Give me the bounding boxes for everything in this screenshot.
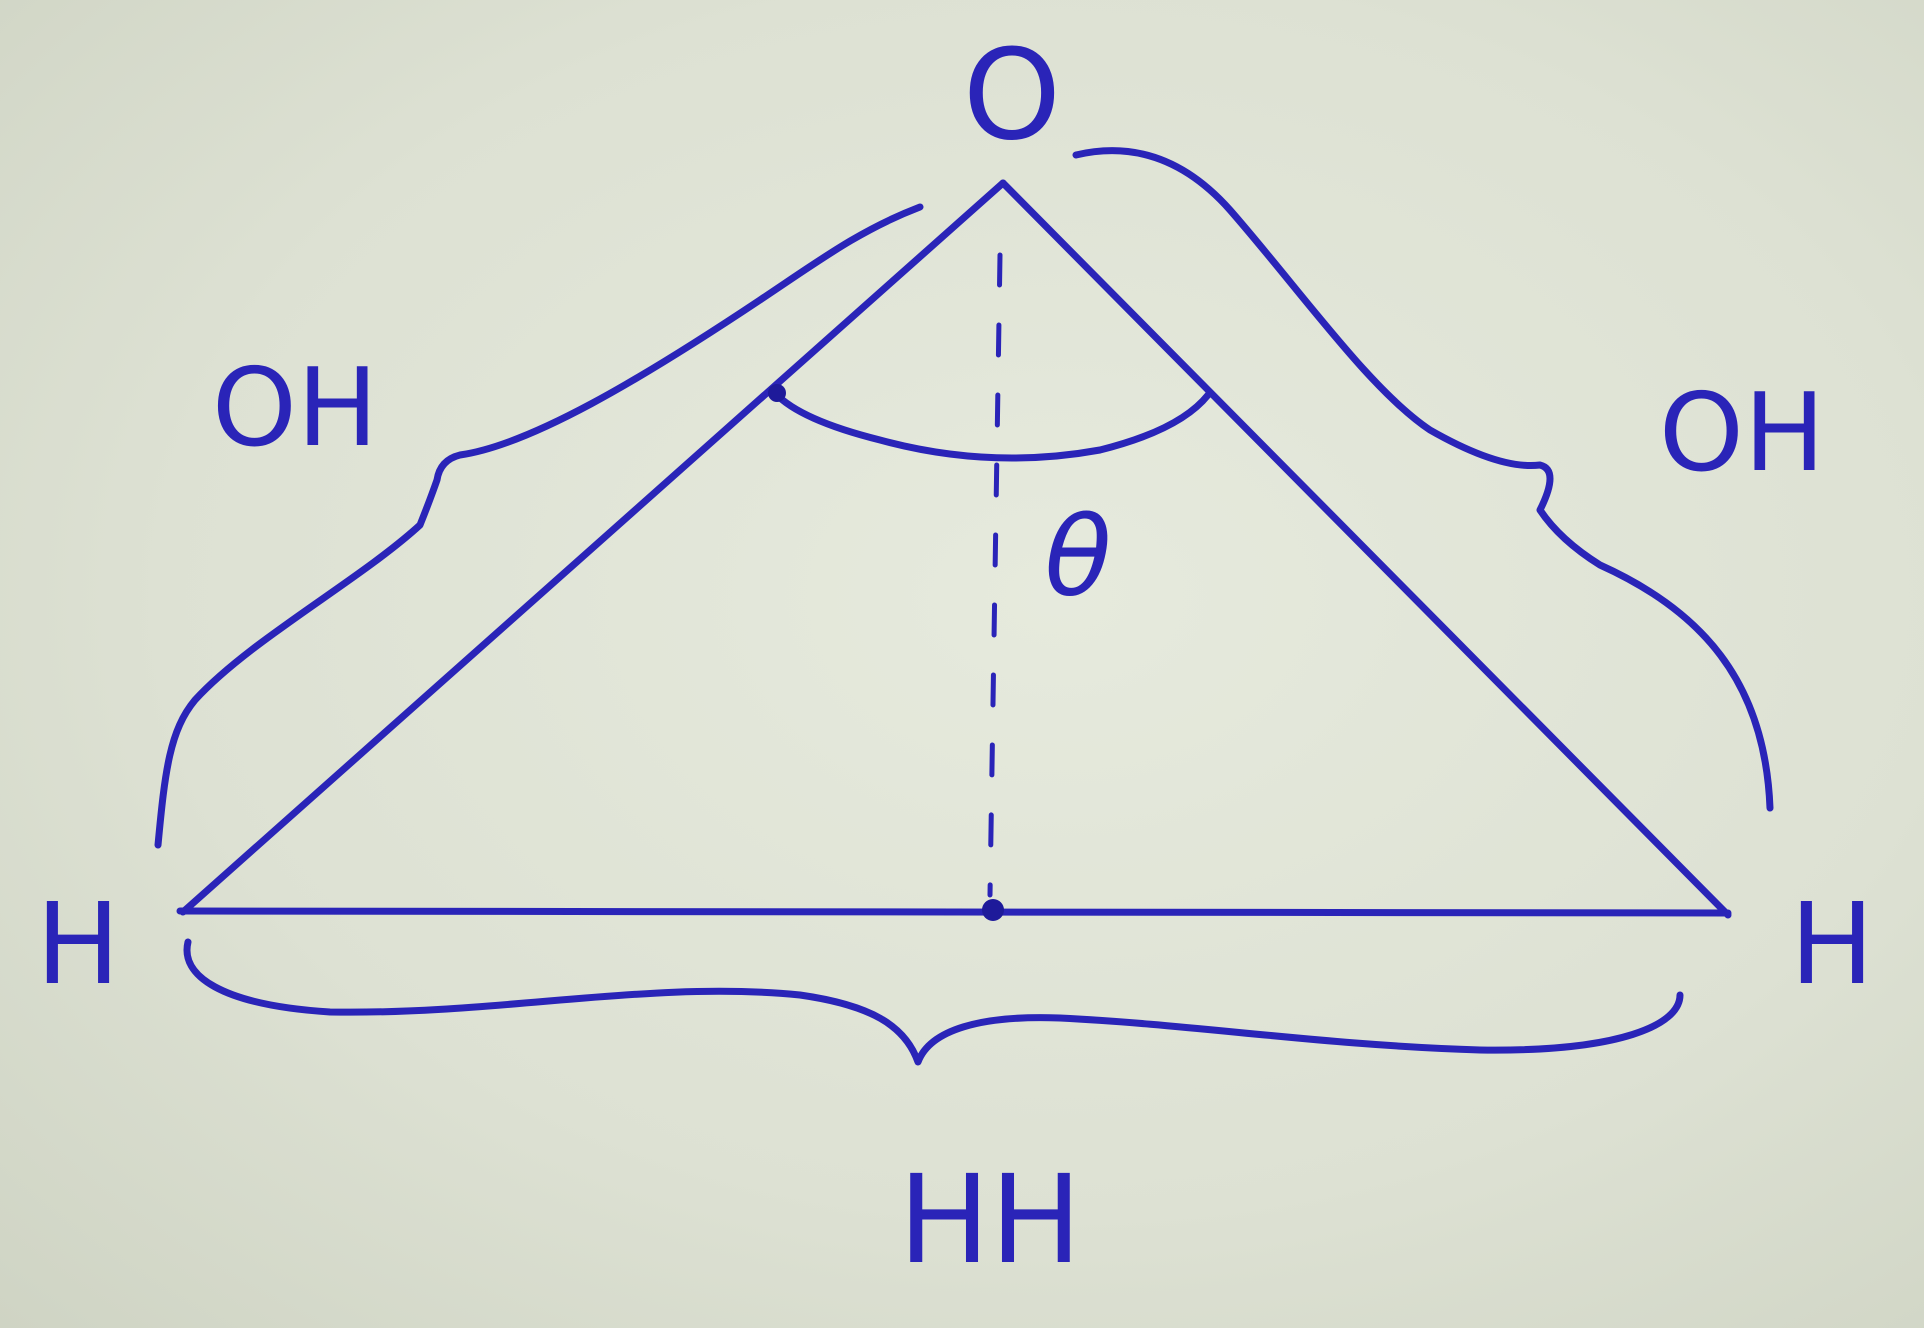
left-oh-bond-line [179, 179, 1007, 916]
angle-arc [771, 389, 1212, 462]
right-oh-brace [1072, 147, 1774, 812]
right-oh-label: OH [1659, 371, 1825, 496]
left-hydrogen-label: H [36, 880, 120, 1010]
theta-angle-label: θ [1044, 493, 1111, 621]
right-oh-bond-line [999, 179, 1732, 919]
altitude-dashed-line [987, 252, 1003, 898]
apex-oxygen-label: O [963, 23, 1061, 168]
hh-base-line [176, 907, 1732, 917]
hh-label: HH [898, 1149, 1081, 1291]
hh-brace [183, 938, 1684, 1066]
base-midpoint-dot [982, 899, 1004, 921]
left-oh-label: OH [212, 346, 378, 471]
left-oh-brace [154, 203, 924, 849]
right-hydrogen-label: H [1790, 880, 1874, 1010]
angle-arc-start-dot [768, 384, 786, 402]
